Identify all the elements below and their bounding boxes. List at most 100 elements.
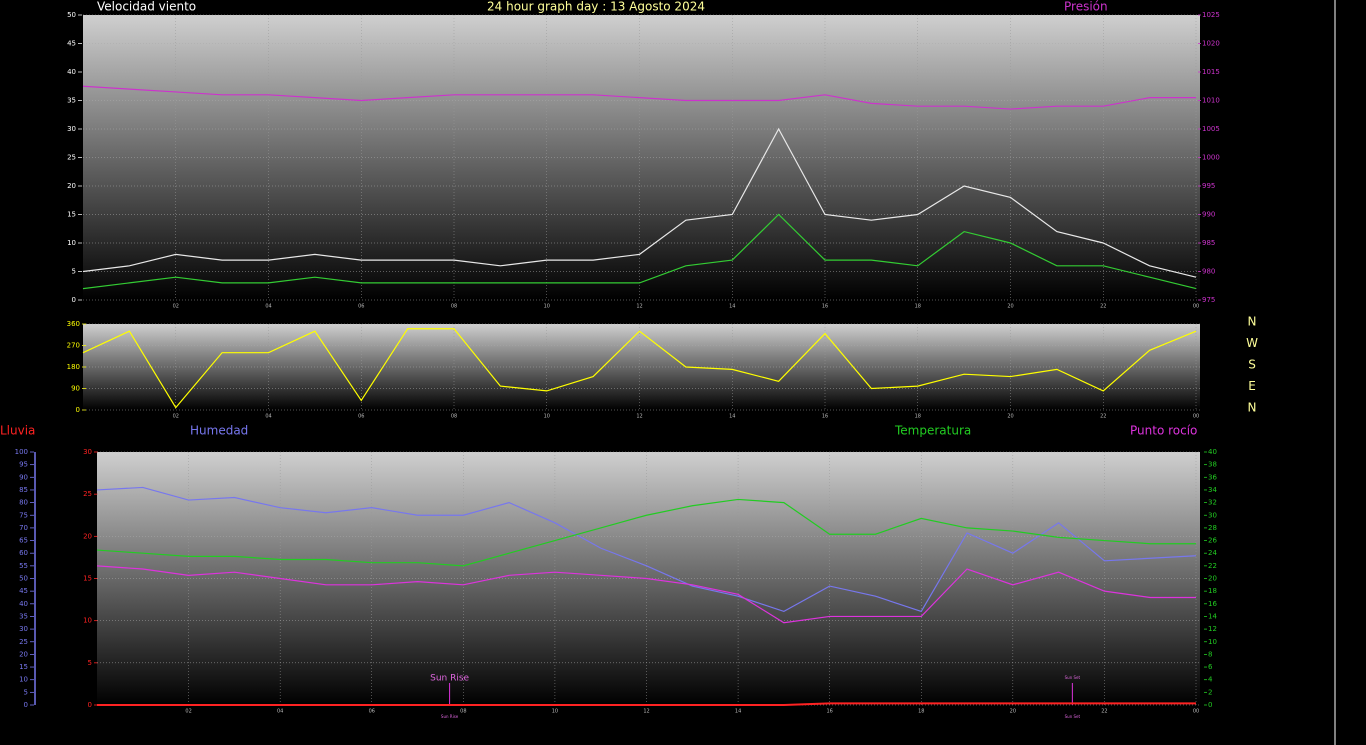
y-tick-label: 8 — [1208, 650, 1212, 658]
x-tick-label: 00 — [1193, 709, 1199, 715]
y-tick-label: 10 — [1208, 638, 1217, 646]
y-tick-label: 24 — [1208, 549, 1217, 557]
series-line — [97, 702, 1196, 706]
y-tick-label: 0 — [88, 701, 92, 709]
y-tick-label: 90 — [19, 473, 28, 481]
y-tick-label: 40 — [67, 68, 76, 76]
x-tick-label: 00 — [1193, 304, 1199, 310]
y-tick-label: 5 — [24, 688, 28, 696]
axis-label: Presión — [1064, 0, 1108, 14]
y-tick-label: 6 — [1208, 663, 1213, 671]
y-tick-label: 1010 — [1202, 97, 1220, 105]
x-tick-label: 10 — [544, 414, 550, 420]
y-tick-label: 100 — [15, 448, 28, 456]
x-tick-label: 22 — [1101, 709, 1107, 715]
y-tick-label: 5 — [88, 659, 92, 667]
y-tick-label: 975 — [1202, 296, 1215, 304]
series-line — [82, 213, 1197, 290]
annotation-small: Sun Set — [1065, 714, 1081, 719]
x-tick-label: 06 — [358, 304, 364, 310]
x-tick-label: 06 — [369, 709, 375, 715]
y-tick-label: 10 — [67, 239, 76, 247]
x-tick-label: 12 — [643, 709, 649, 715]
y-tick-label: 15 — [19, 663, 28, 671]
y-tick-label: 40 — [19, 600, 28, 608]
y-tick-label: 35 — [19, 612, 28, 620]
y-tick-label: 20 — [67, 182, 76, 190]
legend-label: Temperatura — [894, 424, 971, 438]
y-tick-label: 26 — [1208, 537, 1217, 545]
y-tick-label: 55 — [19, 562, 28, 570]
x-tick-label: 04 — [265, 414, 271, 420]
y-tick-label: 4 — [1208, 676, 1213, 684]
x-tick-label: 16 — [822, 304, 828, 310]
annotation: Sun Rise — [430, 674, 469, 684]
y-tick-label: 15 — [67, 211, 76, 219]
series-line — [96, 498, 1196, 567]
y-tick-label: 38 — [1208, 461, 1217, 469]
x-tick-label: 00 — [1193, 414, 1199, 420]
y-tick-label: 50 — [19, 575, 28, 583]
y-tick-label: 990 — [1202, 211, 1215, 219]
compass-label: N — [1248, 401, 1257, 415]
x-tick-label: 02 — [173, 414, 179, 420]
y-tick-label: 60 — [19, 549, 28, 557]
y-tick-label: 36 — [1208, 473, 1217, 481]
y-tick-label: 20 — [1208, 575, 1217, 583]
x-tick-label: 12 — [636, 414, 642, 420]
y-tick-label: 25 — [19, 638, 28, 646]
series-line — [96, 565, 1196, 624]
chart-title: 24 hour graph day : 13 Agosto 2024 — [487, 0, 705, 14]
y-tick-label: 30 — [83, 448, 92, 456]
y-tick-label: 270 — [67, 342, 80, 350]
y-tick-label: 0 — [72, 296, 76, 304]
x-tick-label: 04 — [265, 304, 271, 310]
axis-label: Velocidad viento — [97, 0, 196, 14]
x-tick-label: 20 — [1010, 709, 1016, 715]
y-tick-label: 45 — [19, 587, 28, 595]
y-tick-label: 1000 — [1202, 154, 1220, 162]
y-tick-label: 80 — [19, 499, 28, 507]
y-tick-label: 18 — [1208, 587, 1217, 595]
y-tick-label: 45 — [67, 40, 76, 48]
annotation: Sun Set — [1065, 675, 1081, 680]
legend-label: Lluvia — [0, 424, 35, 438]
annotation-small: Sun Rise — [441, 714, 459, 719]
x-tick-label: 02 — [173, 304, 179, 310]
y-tick-label: 0 — [24, 701, 28, 709]
y-tick-label: 10 — [19, 676, 28, 684]
x-tick-label: 10 — [552, 709, 558, 715]
legend-label: Humedad — [190, 424, 248, 438]
series-line — [96, 486, 1197, 613]
compass-label: E — [1248, 379, 1256, 393]
y-tick-label: 34 — [1208, 486, 1217, 494]
y-tick-label: 90 — [71, 385, 80, 393]
x-tick-label: 08 — [460, 709, 466, 715]
y-tick-label: 12 — [1208, 625, 1217, 633]
y-tick-label: 10 — [83, 617, 92, 625]
x-tick-label: 12 — [636, 304, 642, 310]
y-tick-label: 32 — [1208, 499, 1217, 507]
y-tick-label: 14 — [1208, 612, 1217, 620]
x-tick-label: 22 — [1100, 414, 1106, 420]
x-tick-label: 20 — [1007, 304, 1013, 310]
y-tick-label: 180 — [67, 363, 80, 371]
y-tick-label: 85 — [19, 486, 28, 494]
compass-label: N — [1248, 315, 1257, 329]
series-line — [82, 85, 1196, 110]
compass-label: S — [1248, 358, 1256, 372]
y-tick-label: 25 — [67, 154, 76, 162]
y-tick-label: 70 — [19, 524, 28, 532]
y-tick-label: 1015 — [1202, 68, 1220, 76]
x-tick-label: 08 — [451, 414, 457, 420]
y-tick-label: 30 — [19, 625, 28, 633]
x-tick-label: 02 — [185, 709, 191, 715]
y-tick-label: 95 — [19, 461, 28, 469]
x-tick-label: 08 — [451, 304, 457, 310]
y-tick-label: 28 — [1208, 524, 1217, 532]
series-line — [82, 127, 1197, 278]
x-tick-label: 16 — [826, 709, 832, 715]
y-tick-label: 35 — [67, 97, 76, 105]
y-tick-label: 22 — [1208, 562, 1217, 570]
x-tick-label: 14 — [735, 709, 741, 715]
